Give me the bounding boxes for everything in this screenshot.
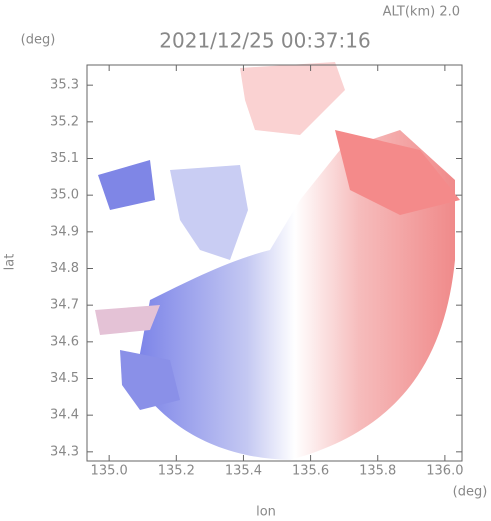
x-tick-label: 135.8 (359, 464, 396, 479)
plot-frame (86, 64, 463, 462)
y-tick-label: 34.9 (50, 224, 79, 239)
y-axis-label: lat (3, 254, 18, 271)
chart-title: 2021/12/25 00:37:16 (159, 29, 370, 53)
x-tick-label: 135.4 (225, 464, 262, 479)
y-tick-label: 34.3 (50, 444, 79, 459)
y-tick-label: 35.1 (50, 151, 79, 166)
y-tick-label: 34.4 (50, 408, 79, 423)
x-tick-label: 135.2 (158, 464, 195, 479)
x-axis-label: lon (256, 505, 276, 520)
y-tick-label: 34.5 (50, 371, 79, 386)
y-tick-label: 35.0 (50, 188, 79, 203)
x-tick-label: 135.0 (91, 464, 128, 479)
x-unit: (deg) (453, 485, 488, 500)
x-tick-label: 136.0 (426, 464, 463, 479)
y-tick-label: 35.2 (50, 114, 79, 129)
y-tick-label: 34.8 (50, 261, 79, 276)
radar-echo (95, 62, 460, 460)
y-tick-label: 35.3 (50, 78, 79, 93)
y-unit: (deg) (21, 33, 56, 48)
altitude-label: ALT(km) 2.0 (383, 5, 460, 20)
y-tick-label: 34.7 (50, 298, 79, 313)
x-tick-label: 135.6 (292, 464, 329, 479)
y-tick-label: 34.6 (50, 334, 79, 349)
